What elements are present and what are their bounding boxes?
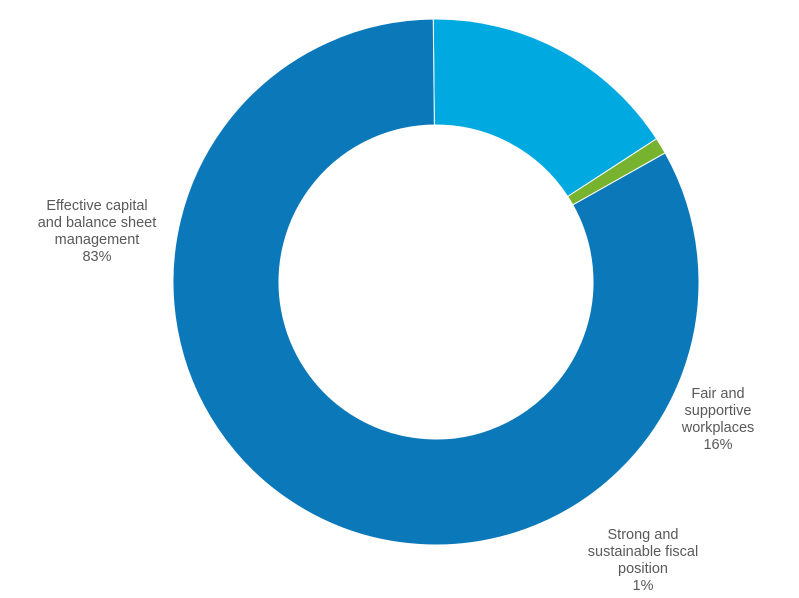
slice-label-line: supportive: [685, 403, 752, 419]
slice-label-effective-capital-and-balance-sheet-management: Effective capital and balance sheet manage…: [38, 198, 157, 265]
slice-effective-capital-and-balance-sheet-management: [172, 18, 700, 546]
slice-label-line: Strong and: [608, 527, 679, 543]
slice-label-strong-and-sustainable-fiscal-position: Strong and sustainable fiscal position 1%: [588, 527, 698, 594]
slice-label-line: Effective capital: [46, 198, 147, 214]
slice-label-line: 16%: [703, 437, 732, 453]
slice-label-line: workplaces: [681, 420, 755, 436]
slice-label-line: sustainable fiscal: [588, 544, 698, 560]
slice-label-line: Fair and: [691, 386, 744, 402]
slice-label-line: management: [55, 232, 140, 248]
slice-label-line: 83%: [82, 249, 111, 265]
slice-label-line: 1%: [633, 578, 654, 594]
slice-label-line: and balance sheet: [38, 215, 157, 231]
slice-label-line: position: [618, 561, 668, 577]
slice-labels: Fair and supportive workplaces 16% Strong an…: [38, 198, 755, 594]
donut-slices: [172, 18, 700, 546]
slice-label-fair-and-supportive-workplaces: Fair and supportive workplaces 16%: [681, 386, 755, 453]
